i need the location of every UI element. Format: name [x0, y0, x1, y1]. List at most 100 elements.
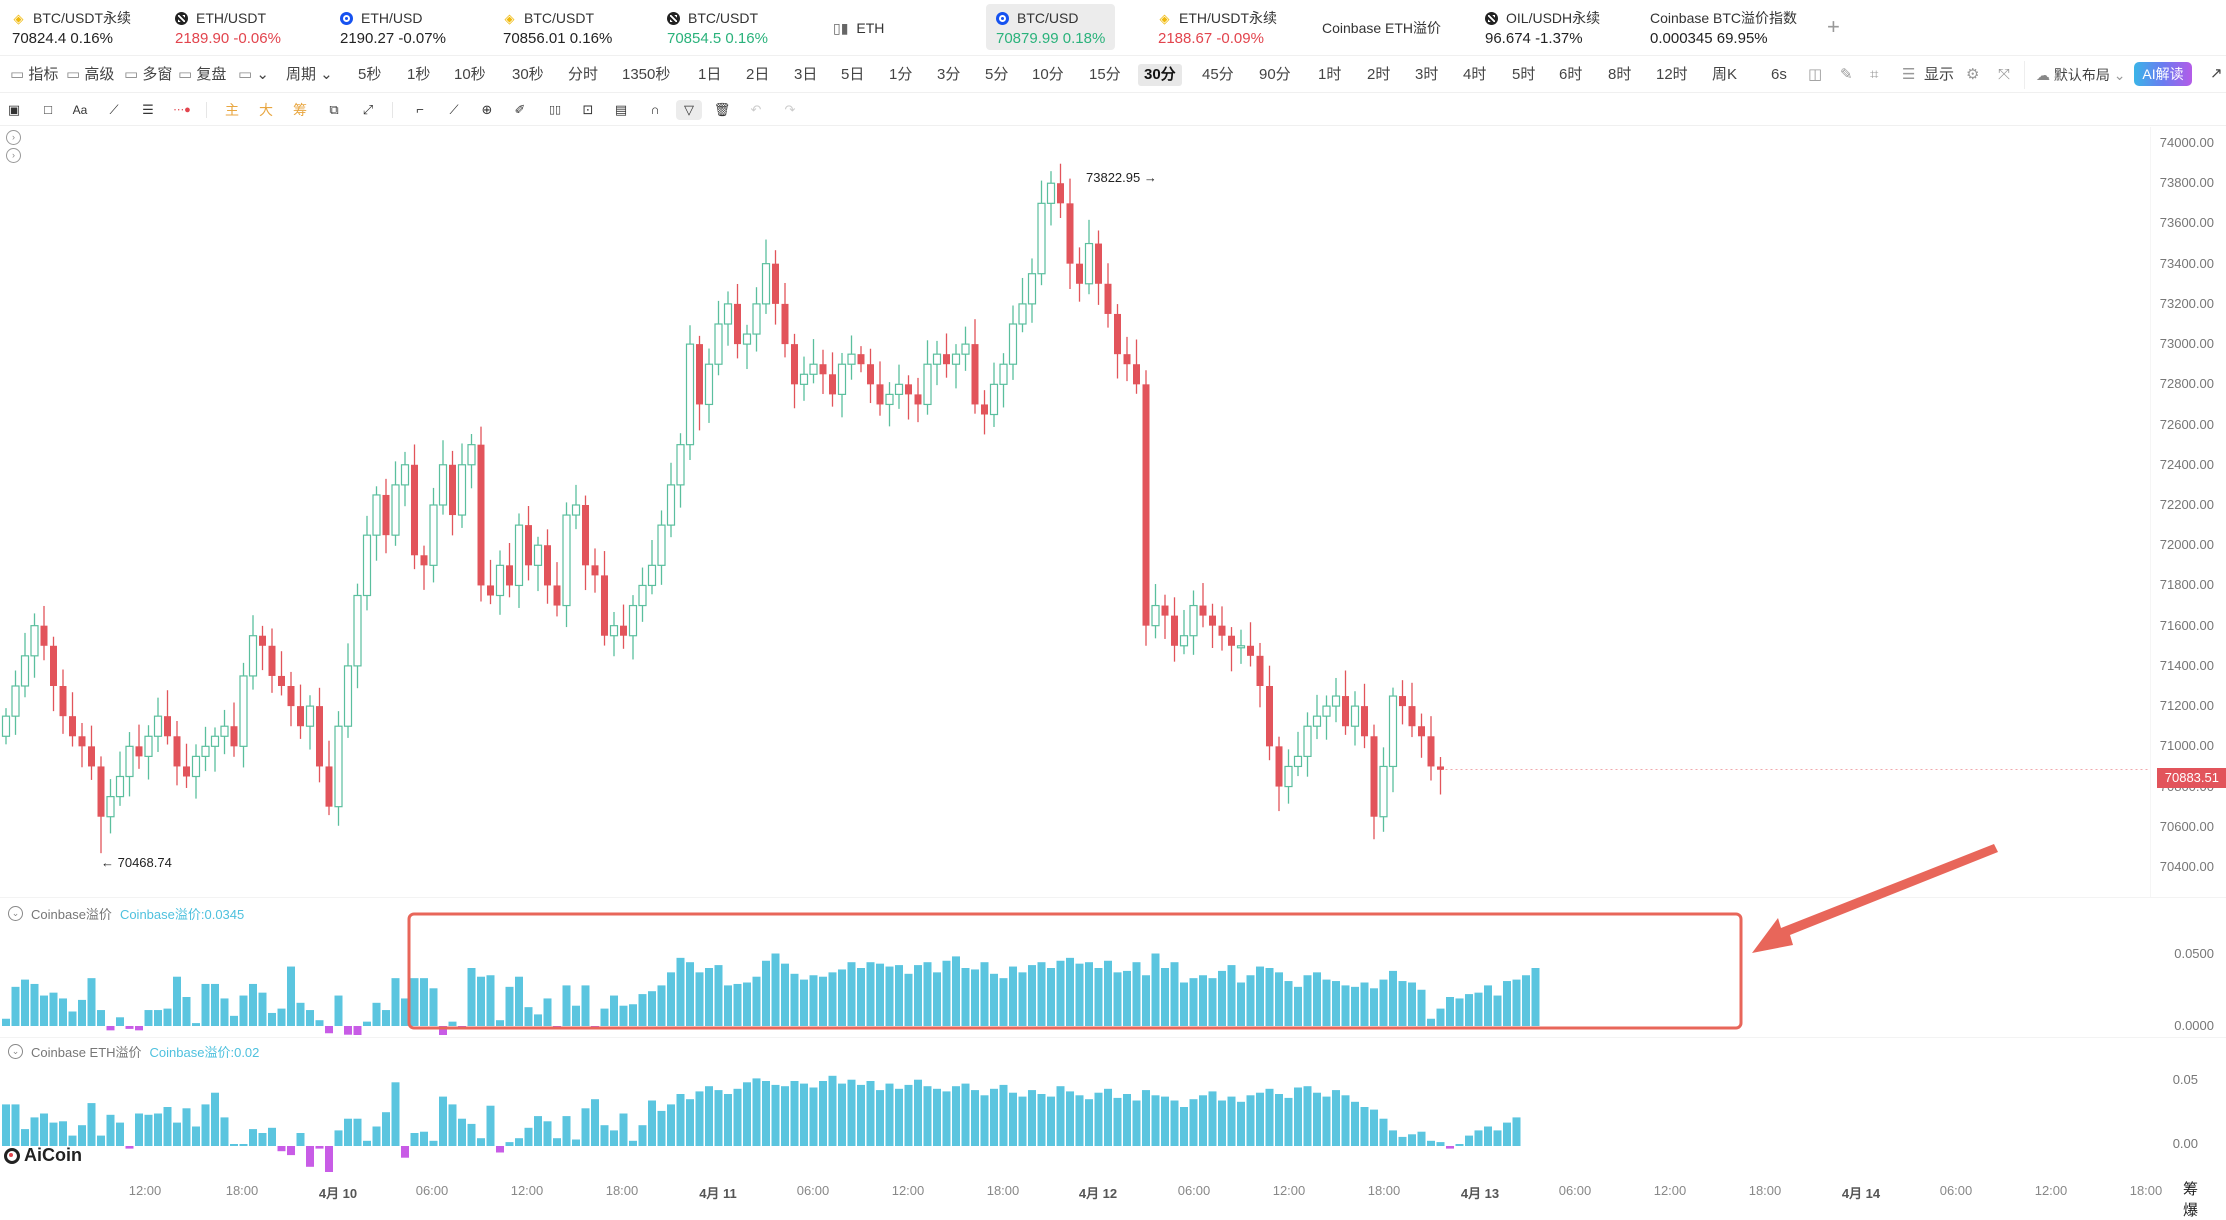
divider	[206, 102, 207, 118]
toolbar-chart-line-icon[interactable]: ▭ 指标	[10, 66, 59, 83]
price-tick: 73200.00	[2159, 295, 2214, 311]
expand-icon[interactable]: ›	[6, 130, 21, 145]
period-2日[interactable]: 2日	[746, 66, 770, 83]
collapse-icon[interactable]: ⌄	[8, 1044, 23, 1059]
ticker-tab[interactable]: ◈ ETH/USDT永续 2188.67 -0.09%	[1148, 4, 1287, 50]
ticker-tab[interactable]: BTC/USD 70879.99 0.18%	[986, 4, 1116, 50]
chips-toggle[interactable]: 筹	[293, 102, 307, 118]
redo-icon[interactable]: ↷	[784, 102, 796, 117]
parallel-lines-icon[interactable]: ☰	[142, 102, 154, 117]
period-2时[interactable]: 2时	[1367, 66, 1391, 83]
sync-drawing-icon[interactable]: ⧉	[329, 102, 339, 117]
ticker-bar: ◈ BTC/USDT永续 70824.4 0.16% ETH/USDT 2189.90 …	[0, 0, 2226, 56]
ai-analysis-button[interactable]: AI解读	[2134, 62, 2192, 86]
toolbar-period-menu[interactable]: 周期 ⌄	[286, 66, 333, 83]
ticker-tab[interactable]: Coinbase ETH溢价	[1312, 4, 1451, 50]
settings-icon[interactable]: ⚙	[1966, 66, 1980, 83]
candle-style-icon[interactable]: ▯▯	[548, 104, 562, 116]
brand-name: AiCoin	[24, 1145, 82, 1165]
period-3分[interactable]: 3分	[937, 66, 961, 83]
bottom-right-tools[interactable]: 筹 爆	[2183, 1181, 2207, 1219]
undo-icon[interactable]: ↶	[750, 102, 762, 117]
price-axis[interactable]: 74000.00 73800.00 73600.00 73400.00 73200.00…	[2150, 127, 2226, 897]
fullscreen-icon[interactable]: ⤧	[1998, 66, 2011, 83]
period-5日[interactable]: 5日	[841, 66, 865, 83]
ticker-tab[interactable]: Coinbase BTC溢价指数 0.000345 69.95%	[1640, 4, 1807, 50]
ray-icon[interactable]: ⋯●	[173, 104, 191, 116]
ticker-tab[interactable]: OIL/USDH永续 96.674 -1.37%	[1475, 4, 1610, 50]
period-90分[interactable]: 90分	[1259, 66, 1291, 83]
period-6时[interactable]: 6时	[1559, 66, 1583, 83]
collapse-icon[interactable]: ⌄	[8, 906, 23, 921]
toolbar-chart-type-icon[interactable]: ▭ ⌄	[238, 66, 269, 83]
period-4时[interactable]: 4时	[1463, 66, 1487, 83]
ticker-tab[interactable]: BTC/USDT 70854.5 0.16%	[657, 4, 778, 50]
ticker-value: 0.000345 69.95%	[1650, 30, 1768, 47]
period-8时[interactable]: 8时	[1608, 66, 1632, 83]
time-tick: 18:00	[986, 1183, 1020, 1198]
ticker-tab[interactable]: ETH/USDT 2189.90 -0.06%	[165, 4, 291, 50]
magnet-icon[interactable]: ∩	[650, 102, 660, 117]
drawing-template-icon[interactable]: ▣	[7, 102, 21, 117]
price-tick: 71200.00	[2159, 698, 2214, 714]
measure-line-icon[interactable]: ⤢	[362, 102, 374, 117]
refresh-interval[interactable]: 6s	[1771, 66, 1787, 83]
toolbar-multi-window-icon[interactable]: ▭ 多窗	[124, 66, 173, 83]
trend-line-icon[interactable]: ⟋	[109, 102, 119, 117]
display-button[interactable]: 显示	[1924, 66, 1955, 83]
ticker-tab[interactable]: ◈ BTC/USDT 70856.01 0.16%	[493, 4, 622, 50]
period-1分[interactable]: 1分	[889, 66, 913, 83]
rectangle-icon[interactable]: □	[44, 102, 52, 117]
period-周K[interactable]: 周K	[1712, 66, 1738, 83]
ticker-tab[interactable]: ▯▮ ETH	[823, 4, 894, 50]
share-icon[interactable]: ↗	[2210, 65, 2223, 82]
layout-dropdown[interactable]: ☁ 默认布局 ⌄	[2036, 67, 2126, 83]
period-45分[interactable]: 45分	[1202, 66, 1234, 83]
period-12时[interactable]: 12时	[1656, 66, 1688, 83]
period-1秒[interactable]: 1秒	[407, 66, 431, 83]
period-3时[interactable]: 3时	[1415, 66, 1439, 83]
price-tick: 71800.00	[2159, 577, 2214, 593]
toolbar-advanced-icon[interactable]: ▭ 高级	[66, 66, 115, 83]
ruler-icon[interactable]: ⟋	[449, 102, 459, 117]
period-5秒[interactable]: 5秒	[358, 66, 382, 83]
period-分时[interactable]: 分时	[568, 66, 599, 83]
period-10秒[interactable]: 10秒	[454, 66, 486, 83]
eraser-icon[interactable]: ✐	[514, 102, 526, 117]
ticker-name: Coinbase BTC溢价指数	[1650, 10, 1798, 26]
period-30分[interactable]: 30分	[1138, 64, 1182, 86]
indicator2-chart[interactable]	[0, 1040, 2150, 1180]
display-menu-icon[interactable]: ☰	[1902, 66, 1916, 83]
period-1350秒[interactable]: 1350秒	[622, 66, 671, 83]
note-icon[interactable]: ▤	[614, 102, 628, 117]
period-15分[interactable]: 15分	[1089, 66, 1121, 83]
price-tick: 72600.00	[2159, 416, 2214, 432]
period-5时[interactable]: 5时	[1512, 66, 1536, 83]
expand-icon[interactable]: ›	[6, 148, 21, 163]
toolbar-replay-icon[interactable]: ▭ 复盘	[178, 66, 227, 83]
ticker-tab[interactable]: ETH/USD 2190.27 -0.07%	[330, 4, 456, 50]
pencil-icon[interactable]: ✎	[1840, 66, 1853, 83]
zoom-in-icon[interactable]: ⊕	[481, 102, 493, 117]
time-tick: 06:00	[796, 1183, 830, 1198]
filter-icon[interactable]: ▽	[676, 100, 702, 120]
candlestick-chart[interactable]	[0, 127, 2150, 897]
period-5分[interactable]: 5分	[985, 66, 1009, 83]
period-1日[interactable]: 1日	[698, 66, 722, 83]
crosshair-box-icon[interactable]: ⌗	[1870, 66, 1879, 83]
text-icon[interactable]: Aa	[72, 103, 88, 117]
ticker-tab[interactable]: ◈ BTC/USDT永续 70824.4 0.16%	[2, 4, 141, 50]
unlock-icon[interactable]: ⊡	[582, 102, 594, 117]
screenshot-icon[interactable]: ◫	[1808, 66, 1823, 83]
bookmark-icon[interactable]: ⌐	[416, 102, 424, 117]
add-tab-button[interactable]: +	[1827, 14, 1840, 39]
price-tick: 73000.00	[2159, 336, 2214, 352]
period-3日[interactable]: 3日	[794, 66, 818, 83]
indicator1-chart[interactable]	[0, 900, 2150, 1035]
period-10分[interactable]: 10分	[1032, 66, 1064, 83]
period-1时[interactable]: 1时	[1318, 66, 1342, 83]
delete-icon[interactable]: 🗑	[713, 102, 731, 117]
main-chart-toggle[interactable]: 主	[225, 102, 239, 118]
large-orders-toggle[interactable]: 大	[259, 102, 273, 118]
period-30秒[interactable]: 30秒	[512, 66, 544, 83]
